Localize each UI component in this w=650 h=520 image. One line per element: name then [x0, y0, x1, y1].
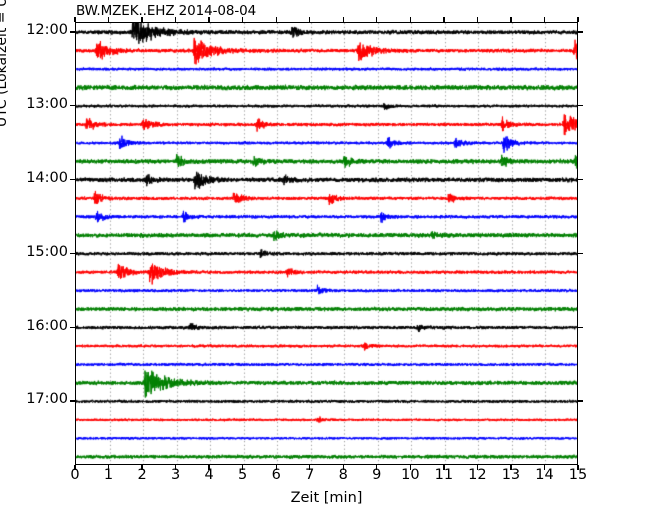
- x-tick-label: 5: [238, 467, 248, 483]
- x-tick-label: 9: [372, 467, 382, 483]
- x-tick-mark: [510, 465, 512, 470]
- y-tick-mark: [70, 326, 75, 328]
- y-tick-label: 13:00: [26, 96, 68, 113]
- y-tick-label: 12:00: [26, 22, 68, 39]
- x-tick-mark: [443, 465, 445, 470]
- x-tick-mark-top: [543, 17, 546, 22]
- x-tick-mark: [342, 465, 344, 470]
- x-tick-mark: [476, 465, 479, 470]
- y-tick-mark-right: [578, 178, 583, 181]
- x-tick-label: 12: [468, 467, 487, 483]
- x-tick-mark-top: [409, 17, 412, 22]
- x-tick-mark-top: [476, 17, 479, 22]
- y-tick-mark: [70, 400, 75, 402]
- x-tick-label: 11: [434, 467, 454, 483]
- y-tick-mark: [70, 178, 75, 181]
- x-tick-mark: [376, 465, 378, 470]
- x-tick-mark-top: [342, 17, 344, 22]
- x-tick-mark: [208, 465, 210, 470]
- x-tick-label: 0: [70, 467, 80, 483]
- y-tick-mark-right: [578, 31, 583, 33]
- x-tick-mark: [141, 465, 143, 470]
- plot-area: [75, 22, 578, 465]
- x-tick-mark: [309, 465, 311, 470]
- x-tick-mark-top: [510, 17, 512, 22]
- y-tick-label: 16:00: [26, 317, 68, 334]
- x-tick-label: 2: [137, 467, 147, 483]
- x-tick-label: 6: [271, 467, 281, 483]
- y-tick-mark-right: [578, 105, 583, 107]
- x-tick-label: 8: [338, 467, 348, 483]
- y-axis-label: UTC (Lokalzeit = UTC + 02:00): [0, 0, 10, 128]
- x-tick-mark: [577, 465, 579, 470]
- x-tick-mark-top: [141, 17, 143, 22]
- x-tick-label: 14: [535, 467, 554, 483]
- x-tick-label: 3: [170, 467, 181, 483]
- trace-canvas-wrap: [76, 23, 577, 464]
- y-tick-mark-right: [578, 252, 583, 255]
- x-tick-mark-top: [577, 17, 579, 22]
- y-tick-mark: [70, 31, 75, 33]
- x-tick-mark-top: [275, 17, 277, 22]
- y-tick-mark: [70, 105, 75, 107]
- x-tick-label: 15: [568, 467, 588, 483]
- x-tick-mark: [241, 465, 244, 470]
- x-tick-mark-top: [309, 17, 311, 22]
- x-tick-mark-top: [376, 17, 378, 22]
- x-tick-label: 10: [401, 467, 420, 483]
- x-tick-mark-top: [74, 17, 76, 22]
- x-tick-label: 13: [501, 467, 521, 483]
- x-tick-mark: [74, 465, 76, 470]
- y-tick-label: 15:00: [26, 243, 68, 260]
- y-tick-label: 17:00: [26, 391, 68, 408]
- x-tick-mark: [543, 465, 546, 470]
- x-tick-mark-top: [443, 17, 445, 22]
- plot-title: BW.MZEK..EHZ 2014-08-04: [76, 3, 257, 19]
- x-axis-label: Zeit [min]: [290, 490, 363, 506]
- y-tick-label: 14:00: [26, 169, 68, 186]
- y-tick-mark-right: [578, 400, 583, 402]
- x-tick-mark-top: [107, 17, 110, 22]
- x-tick-mark: [174, 465, 177, 470]
- x-tick-mark: [409, 465, 412, 470]
- x-tick-label: 1: [103, 467, 114, 483]
- x-tick-mark-top: [174, 17, 177, 22]
- y-tick-mark: [70, 252, 75, 255]
- x-tick-mark-top: [241, 17, 244, 22]
- seismogram-canvas: [76, 23, 577, 464]
- x-tick-label: 7: [305, 467, 315, 483]
- x-tick-mark-top: [208, 17, 210, 22]
- x-tick-mark: [107, 465, 110, 470]
- y-tick-mark-right: [578, 326, 583, 328]
- x-tick-label: 4: [204, 467, 214, 483]
- x-tick-mark: [275, 465, 277, 470]
